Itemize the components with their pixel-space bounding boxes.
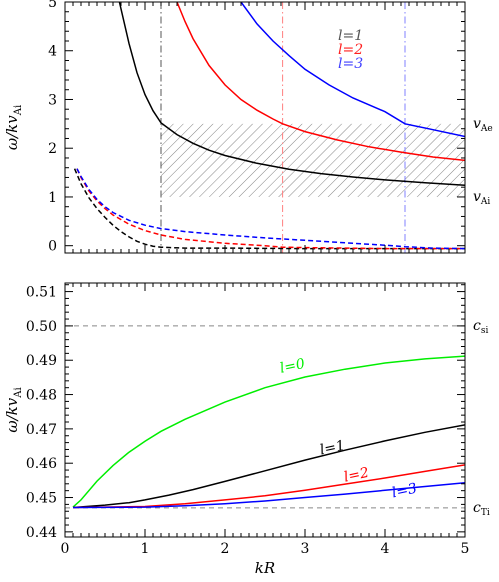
plot-area <box>73 2 465 253</box>
y-tick-label: 0.48 <box>26 388 57 404</box>
y-axis-label: ω/kvAi <box>3 105 24 150</box>
series-l-2 <box>72 464 465 509</box>
x-tick-label: 0 <box>61 541 70 557</box>
y-tick-label: 5 <box>48 0 57 11</box>
y-tick-label: 2 <box>48 141 57 157</box>
y-tick-label: 0.47 <box>26 422 57 438</box>
y-tick-label: 0 <box>48 239 57 255</box>
x-tick-label: 1 <box>141 541 150 557</box>
y-tick-label: 0.51 <box>26 285 57 301</box>
x-tick-label: 5 <box>461 541 470 557</box>
series-label-l-1: l=1 <box>319 438 347 459</box>
x-tick-label: 4 <box>381 541 390 557</box>
hatched-band <box>161 123 465 197</box>
right-label-si: csi <box>473 318 488 336</box>
series-l-3 <box>72 482 465 509</box>
legend-l=3: l=3 <box>338 56 363 72</box>
series-l-2 <box>176 2 465 162</box>
y-tick-label: 0.45 <box>26 491 57 507</box>
series-l-3 <box>240 2 465 138</box>
series-l-1-dashed <box>73 168 465 250</box>
x-tick-label: 2 <box>221 541 230 557</box>
y-tick-label: 4 <box>48 44 57 60</box>
y-tick-label: 0.44 <box>26 525 57 541</box>
top-panel: 0 1 2 3 4 5 ω/kvAi l=1l=2l=3 vAe vAi <box>3 0 493 255</box>
y-axis-label: ω/kvAi <box>3 387 24 432</box>
bottom-panel: csi cTi l=0 l=1 l=2 l=3 0 1 2 3 4 5 0.44 0.45 0.46 0.47… <box>3 282 490 577</box>
y-tick-label: 1 <box>48 190 57 206</box>
right-label-Ti: cTi <box>473 500 490 518</box>
right-label-Ai: vAi <box>473 189 490 207</box>
legend-l=1: l=1 <box>338 28 363 44</box>
x-axis-label: kR <box>255 559 275 577</box>
y-tick-label: 3 <box>48 92 57 108</box>
x-tick-label: 3 <box>301 541 310 557</box>
legend-l=2: l=2 <box>338 42 363 58</box>
right-label-Ae: vAe <box>473 116 493 134</box>
series-label-l-3: l=3 <box>391 481 419 502</box>
series-label-l-0: l=0 <box>279 356 307 377</box>
series-l-1 <box>118 2 465 187</box>
y-tick-label: 0.46 <box>26 456 57 472</box>
plot-area <box>65 325 465 509</box>
series-l-1 <box>72 424 465 509</box>
series-l-3-dashed <box>76 168 465 250</box>
y-tick-label: 0.49 <box>26 353 57 369</box>
y-tick-label: 0.50 <box>26 319 57 335</box>
series-l-0 <box>72 355 465 508</box>
series-label-l-2: l=2 <box>343 465 371 486</box>
